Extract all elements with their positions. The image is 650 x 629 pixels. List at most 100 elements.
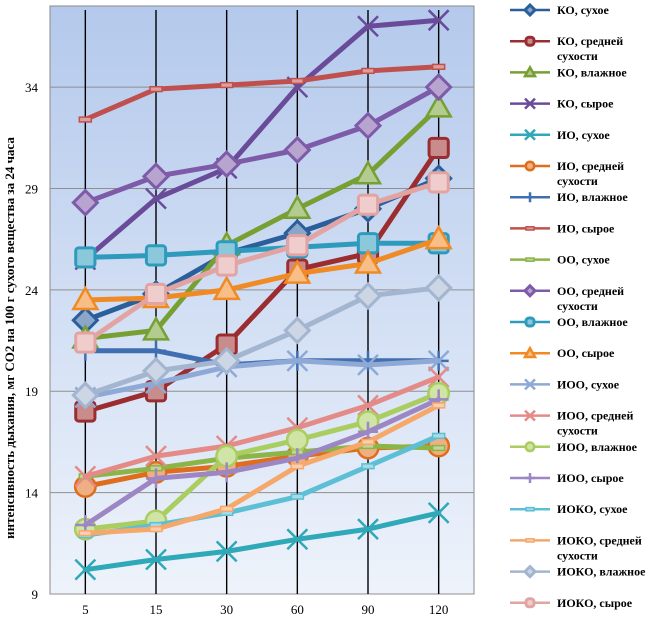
legend-label: ИОО, средней	[557, 409, 633, 423]
data-point	[427, 349, 450, 372]
data-point	[431, 63, 446, 70]
series-20	[74, 171, 450, 354]
legend-marker	[525, 192, 535, 203]
data-point	[145, 187, 167, 210]
series-line	[82, 240, 442, 260]
series-line	[82, 179, 442, 346]
data-point	[356, 193, 380, 216]
data-point	[74, 331, 97, 354]
data-point	[71, 285, 100, 311]
legend-item: КО, сырое	[510, 97, 614, 111]
y-tick-label: 19	[25, 384, 38, 399]
legend-item: ИОКО, сухое	[510, 502, 628, 516]
x-tick-label: 60	[291, 602, 304, 617]
legend-label: ОО, сырое	[557, 346, 615, 360]
legend-label: ИО, влажное	[557, 190, 628, 204]
y-tick-label: 14	[25, 486, 39, 501]
data-point	[71, 188, 100, 217]
legend-label: ИОО, сырое	[557, 471, 624, 485]
legend-label: ИОКО, сырое	[557, 596, 633, 610]
data-point	[357, 353, 379, 376]
legend-item: ОО, сырое	[510, 345, 615, 360]
legend-item: ИО, сырое	[510, 221, 615, 235]
data-point	[141, 356, 171, 386]
data-point	[212, 346, 241, 375]
legend-marker	[524, 128, 536, 141]
data-point	[145, 445, 167, 468]
x-tick-label: 5	[82, 602, 89, 617]
legend-label: ИО, сухое	[557, 128, 610, 142]
data-point	[290, 77, 305, 85]
x-tick-label: 15	[150, 602, 163, 617]
data-point	[353, 281, 383, 311]
legend-label: ОО, средней	[557, 284, 624, 298]
legend-marker	[525, 473, 535, 483]
data-point	[144, 282, 168, 306]
x-axis-ticks: 5 15 30 60 90 120	[82, 602, 448, 617]
data-point	[144, 244, 168, 267]
data-point	[358, 350, 378, 371]
data-point	[427, 366, 450, 388]
legend-label: КО, сырое	[557, 97, 614, 111]
legend-label: ИОО, сухое	[557, 377, 620, 391]
data-point	[286, 234, 309, 257]
legend-item: ИОКО, сырое	[510, 596, 633, 610]
data-point	[431, 402, 446, 409]
data-point	[286, 349, 309, 372]
legend-label: ИО, сырое	[557, 221, 615, 235]
legend-label: сухости	[557, 49, 598, 63]
series-19	[71, 273, 453, 410]
legend-label: сухости	[557, 299, 598, 313]
series-line	[82, 358, 442, 400]
legend-marker	[524, 316, 536, 328]
legend-marker	[525, 506, 535, 512]
data-point	[286, 528, 309, 551]
series-line	[82, 433, 442, 538]
legend-item: ИО, сухое	[510, 128, 610, 142]
data-point	[149, 525, 163, 533]
legend-item: КО, влажное	[510, 64, 627, 79]
data-point	[424, 92, 453, 118]
legend-marker	[522, 64, 538, 78]
series-line	[82, 84, 442, 206]
legend-marker	[525, 226, 535, 231]
x-tick-label: 120	[429, 602, 449, 617]
series-line	[82, 145, 442, 414]
legend-marker	[522, 564, 538, 579]
legend-label: КО, влажное	[557, 65, 627, 79]
data-point	[357, 394, 379, 417]
legend-marker	[524, 35, 536, 47]
data-point	[215, 254, 238, 277]
data-point	[74, 558, 97, 581]
data-point	[212, 150, 241, 179]
series-5	[74, 502, 450, 581]
legend-item: ИОКО, влажное	[510, 564, 646, 579]
legend-item: ИО, влажное	[510, 190, 628, 204]
series-line	[82, 443, 442, 479]
legend-label: ОО, сухое	[557, 253, 610, 267]
data-point	[427, 9, 450, 32]
legend-marker	[524, 160, 536, 172]
x-tick-label: 90	[362, 602, 375, 617]
data-point	[141, 162, 171, 191]
data-point	[431, 444, 446, 452]
legend-label: ИОКО, средней	[557, 533, 642, 547]
data-point	[290, 463, 305, 470]
data-point	[285, 428, 309, 452]
data-point	[353, 111, 383, 140]
data-point	[427, 136, 450, 160]
data-point	[361, 438, 375, 446]
data-point	[78, 530, 93, 537]
series-line	[82, 104, 442, 341]
data-point	[290, 493, 305, 500]
legend-marker	[522, 345, 538, 359]
data-point	[74, 465, 97, 488]
series-line	[82, 510, 442, 573]
series-line	[82, 64, 442, 122]
data-point	[283, 259, 312, 284]
